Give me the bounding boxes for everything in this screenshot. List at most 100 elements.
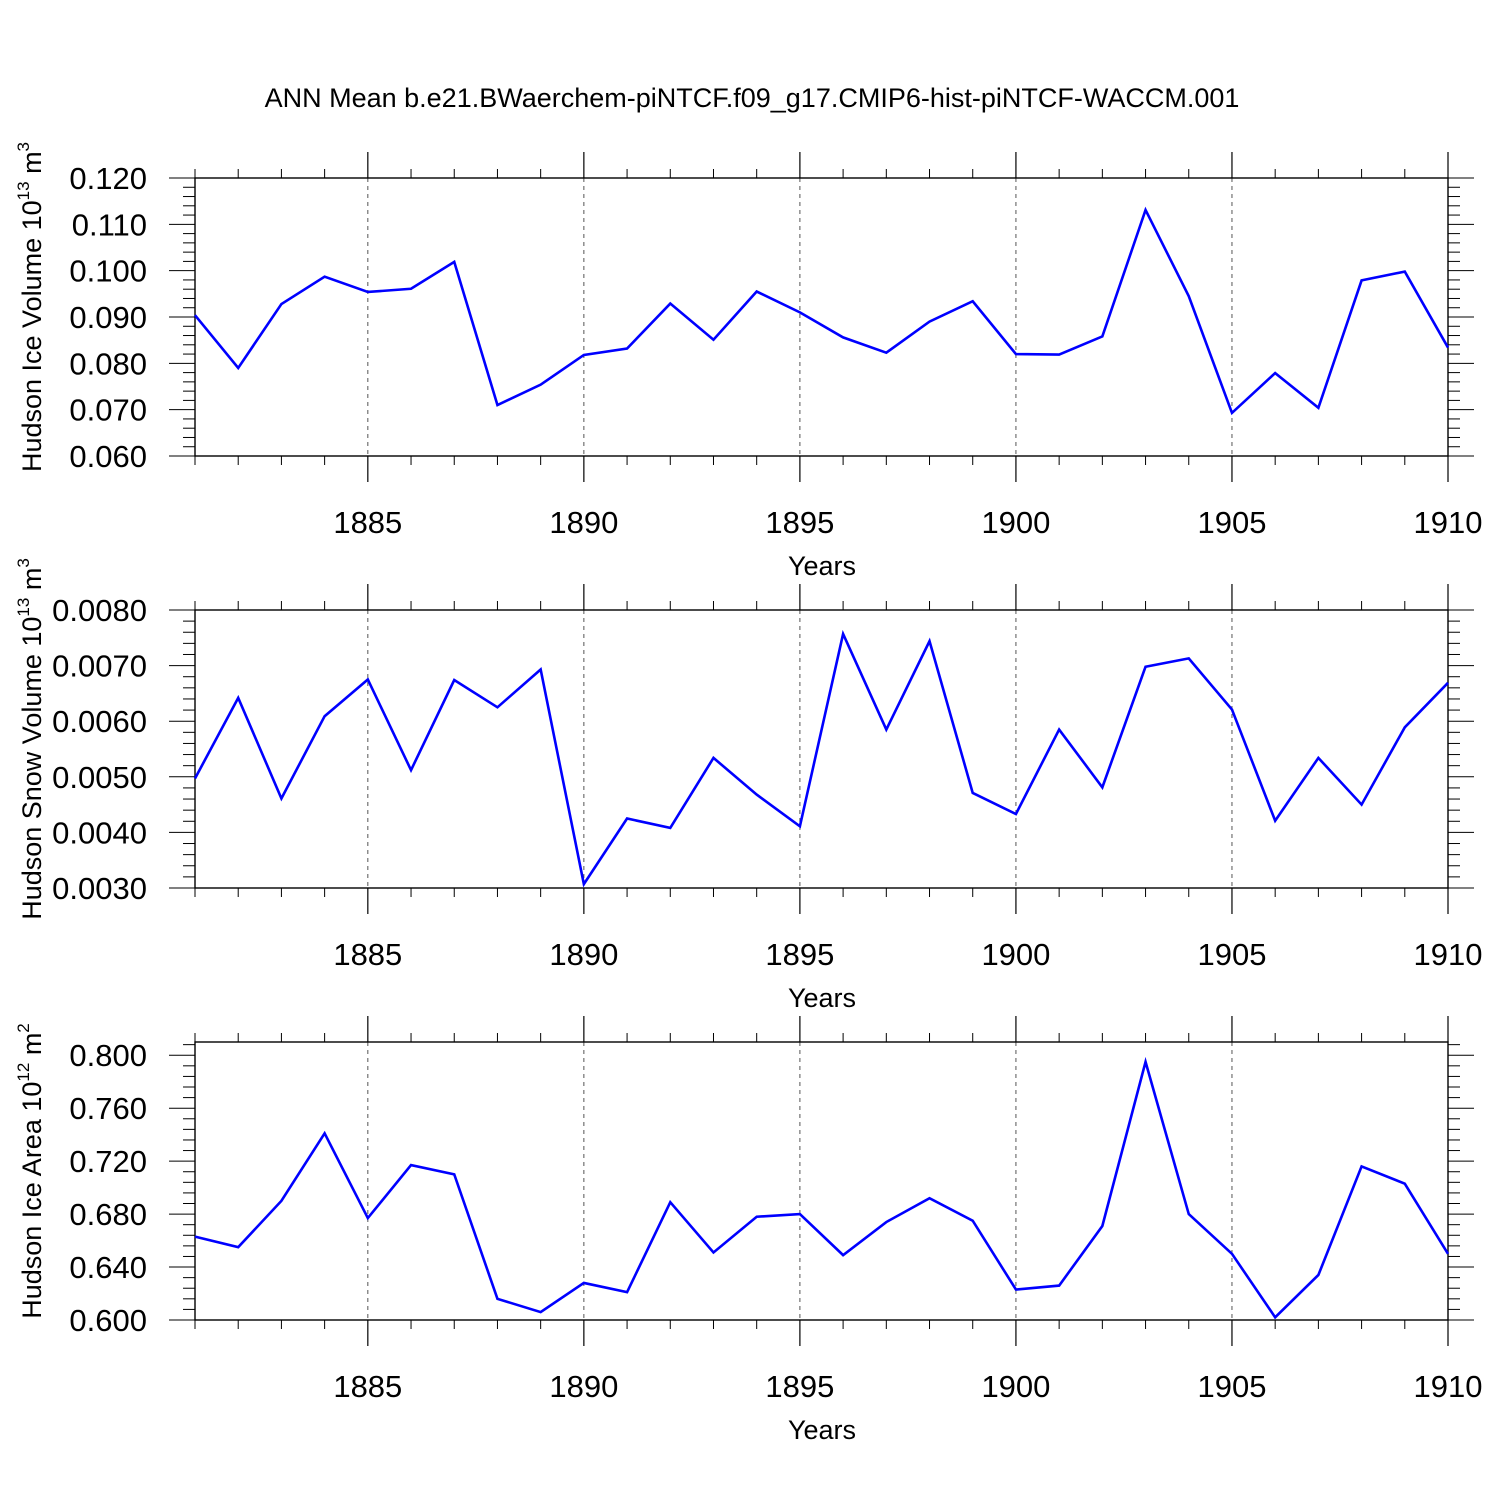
x-tick-label: 1900 [981,505,1050,540]
data-point [1187,657,1190,660]
data-point [583,1282,586,1285]
series-line [193,206,1450,416]
y-tick-label: 0.0060 [52,704,147,739]
x-tick-label: 1900 [981,937,1050,972]
x-tick-label: 1910 [1414,505,1483,540]
data-point [1058,353,1061,356]
data-point [323,715,326,718]
data-point [1187,295,1190,298]
y-tick-label: 0.0070 [52,649,147,684]
data-point [194,777,197,780]
y-axis-label: Hudson Snow Volume 1013 m3 [14,558,47,920]
y-axis-label-text: Hudson Ice Area 10 [17,1082,47,1319]
y-tick-label: 0.070 [69,393,147,428]
data-point [885,351,888,354]
data-point [712,757,715,760]
data-point [1274,1316,1277,1319]
data-point [323,275,326,278]
y-axis-label: Hudson Ice Volume 1013 m3 [14,142,47,472]
data-point [1317,407,1320,410]
data-point [496,404,499,407]
y-tick-label: 0.640 [69,1250,147,1285]
data-point [280,303,283,306]
chart-panel-1: 1885 1890 1895 1900 1905 1910 0.060 0.070 0.080 0… [14,142,1482,581]
y-axis-label-text: m [17,1033,47,1063]
data-point [1403,1182,1406,1185]
data-point [928,1197,931,1200]
y-tick-label: 0.760 [69,1091,147,1126]
x-tick-label: 1890 [549,505,618,540]
plot-frame [194,609,1449,889]
data-point [755,1215,758,1218]
data-point [755,290,758,293]
data-point [539,383,542,386]
data-point [410,287,413,290]
data-point [712,338,715,341]
y-axis-label-text: Hudson Ice Volume 10 [17,200,47,472]
y-axis-label-text: m [17,568,47,598]
data-point [799,311,802,314]
data-point [1101,1225,1104,1228]
plot-frame [194,1041,1449,1321]
data-point [971,792,974,795]
data-point [971,1219,974,1222]
data-point [799,825,802,828]
x-tick-label: 1905 [1197,937,1266,972]
y-tick-label: 0.0050 [52,760,147,795]
data-point [842,633,845,636]
series-line [194,1056,1450,1320]
chart-panel-2: 1885 1890 1895 1900 1905 1910 0.0030 0.0040 0.00… [14,558,1482,1013]
x-tick-label: 1905 [1197,505,1266,540]
y-axis-label-text: Hudson Snow Volume 10 [17,617,47,920]
x-tick-label: 1900 [981,1369,1050,1404]
data-point [237,1246,240,1249]
data-point [410,1164,413,1167]
y-tick-label: 0.680 [69,1197,147,1232]
data-point [1187,1213,1190,1216]
data-point [280,1200,283,1203]
y-tick-label: 0.600 [69,1303,147,1338]
x-tick-label: 1885 [333,1369,402,1404]
data-point [626,347,629,350]
chart-panels: 1885 1890 1895 1900 1905 1910 0.060 0.070 0.080 0… [14,142,1482,1445]
x-tick-label: 1895 [765,1369,834,1404]
data-point [1447,682,1450,685]
data-point [1058,1284,1061,1287]
data-point [885,728,888,731]
data-point [194,314,197,317]
x-tick-label: 1890 [549,1369,618,1404]
data-point [1360,279,1363,282]
data-point [453,1173,456,1176]
data-point [496,1298,499,1301]
data-point [410,769,413,772]
data-point [1360,1165,1363,1168]
data-point [453,261,456,264]
y-tick-label: 0.110 [72,207,147,242]
y-axis-label-superscript: 13 [14,181,33,200]
series-line [193,629,1449,888]
data-point [1317,757,1320,760]
x-tick-label: 1910 [1414,937,1483,972]
data-point [583,354,586,357]
data-point [496,706,499,709]
x-axis-label: Years [788,1415,856,1445]
y-axis-label-superscript: 12 [14,1063,33,1082]
data-point [712,1251,715,1254]
data-point [1274,372,1277,375]
data-point [1360,803,1363,806]
data-point [1317,1274,1320,1277]
y-axis-label-text: m [17,151,47,181]
data-point [1144,209,1147,212]
y-axis-label: Hudson Ice Area 1012 m2 [14,1023,47,1319]
data-point [626,1291,629,1294]
data-point [1101,786,1104,789]
y-tick-label: 0.0040 [52,815,147,850]
data-point [1058,728,1061,731]
y-tick-label: 0.090 [69,300,147,335]
x-tick-label: 1885 [333,505,402,540]
y-axis-label-superscript: 13 [14,598,33,617]
data-point [539,668,542,671]
y-tick-label: 0.120 [69,161,147,196]
plot-frame [194,177,1449,457]
data-point [1403,270,1406,273]
